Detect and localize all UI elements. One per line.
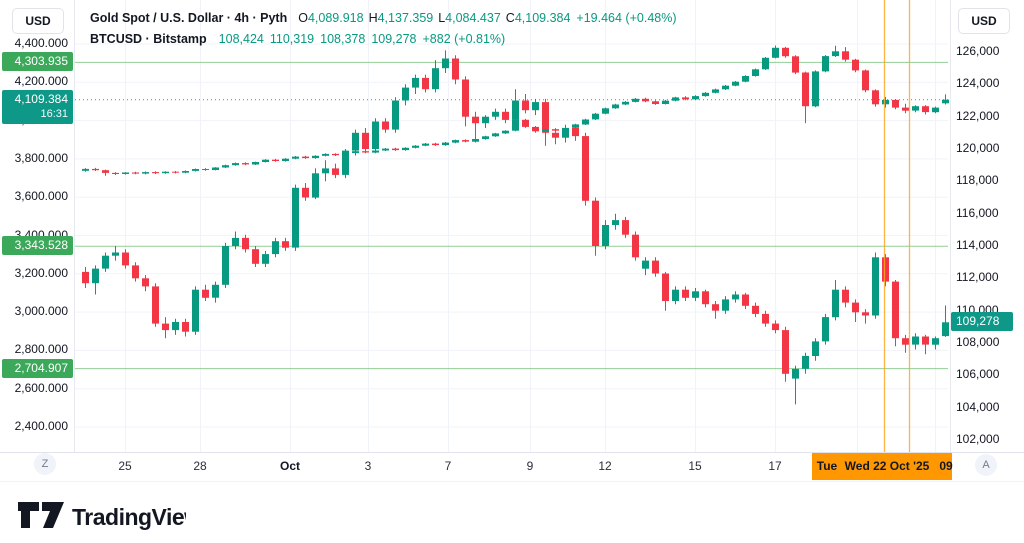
- left-axis-separator: [74, 0, 75, 452]
- level-price-label[interactable]: 3,343.528: [2, 236, 73, 256]
- right-axis-tick: 118,000: [956, 173, 999, 188]
- gold-change: +19.464 (+0.48%): [576, 11, 677, 25]
- time-axis-tick: 28: [193, 459, 207, 473]
- left-axis-tick: 2,600.000: [14, 380, 68, 395]
- right-axis-tick: 112,000: [956, 270, 999, 285]
- highlighted-time-label: Tue: [816, 459, 838, 473]
- left-axis-tick: 3,000.000: [14, 304, 68, 319]
- level-price-label[interactable]: 4,303.935: [2, 52, 73, 72]
- ohlc-value: 110,319: [269, 32, 315, 46]
- right-axis-tick: 122,000: [956, 108, 1000, 123]
- right-axis-currency-button[interactable]: USD: [958, 8, 1010, 34]
- time-axis-tick: 9: [526, 459, 534, 473]
- tradingview-logo[interactable]: TradingView: [18, 497, 186, 531]
- right-axis-separator: [950, 0, 951, 452]
- right-axis-tick: 106,000: [956, 367, 1000, 382]
- time-axis-tick: 17: [768, 459, 782, 473]
- right-axis-tick: 108,000: [956, 335, 1000, 349]
- left-axis-tick: 3,800.000: [14, 150, 68, 165]
- left-axis-tick: 4,400.000: [14, 36, 68, 50]
- legend-btc-row[interactable]: BTCUSD · Bitstamp 108,424 110,319 108,378 10…: [90, 29, 677, 50]
- ohlc-key: C: [505, 11, 515, 25]
- btc-ohlc-values: 108,424 110,319 108,378 109,278: [213, 32, 417, 46]
- last-price-label: 4,109.384 16:31: [2, 89, 73, 124]
- left-axis-tick: 3,200.000: [14, 265, 68, 280]
- time-axis-tick: 15: [688, 459, 702, 473]
- right-axis-tick: 116,000: [956, 205, 999, 220]
- legend: Gold Spot / U.S. Dollar · 4h · Pyth O4,08…: [90, 8, 677, 50]
- ohlc-key: L: [438, 11, 446, 25]
- ohlc-value: 108,378: [320, 32, 366, 46]
- last-price-label: 109,278: [951, 312, 1013, 332]
- left-axis-tick: 2,800.000: [14, 342, 68, 357]
- highlighted-time-label: 09: [939, 459, 953, 473]
- gold-symbol-title[interactable]: Gold Spot / U.S. Dollar · 4h · Pyth: [90, 11, 288, 25]
- left-axis-tick: 2,400.000: [14, 419, 68, 433]
- gold-ohlc-values: O4,089.918 H4,137.359 L4,084.437 C4,109.384: [293, 11, 570, 25]
- right-axis-tick: 120,000: [956, 141, 1000, 155]
- left-axis-tick: 3,600.000: [14, 189, 68, 204]
- time-axis-tick: 7: [444, 459, 452, 473]
- level-price-label[interactable]: 2,704.907: [2, 358, 73, 378]
- right-axis-tick: 114,000: [956, 238, 999, 252]
- tradingview-logo-text: TradingView: [72, 504, 186, 530]
- time-axis-tick: Oct: [279, 459, 301, 473]
- ohlc-value: 4,137.359: [377, 11, 434, 25]
- chart-canvas[interactable]: [0, 0, 1024, 452]
- legend-gold-row[interactable]: Gold Spot / U.S. Dollar · 4h · Pyth O4,08…: [90, 8, 677, 29]
- a-shortcut-badge[interactable]: A: [975, 454, 997, 476]
- right-axis-tick: 102,000: [956, 432, 1000, 446]
- time-axis-tick: 12: [598, 459, 612, 473]
- ohlc-value: 4,089.918: [307, 11, 364, 25]
- left-axis-currency-button[interactable]: USD: [12, 8, 64, 34]
- btc-symbol-title[interactable]: BTCUSD · Bitstamp: [90, 32, 207, 46]
- right-axis-tick: 126,000: [956, 44, 1000, 58]
- ohlc-value: 4,084.437: [445, 11, 501, 25]
- ohlc-value: 4,109.384: [514, 11, 571, 25]
- tradingview-logo-mark: [18, 502, 64, 528]
- right-axis-tick: 104,000: [956, 399, 1000, 414]
- last-price-time: 16:31: [40, 107, 68, 120]
- btc-change: +882 (+0.81%): [422, 32, 506, 46]
- z-shortcut-badge[interactable]: Z: [34, 453, 56, 475]
- ohlc-key: O: [298, 11, 308, 25]
- time-axis-separator: [0, 452, 1024, 453]
- highlighted-time-label: Wed 22 Oct '25: [844, 459, 930, 473]
- ohlc-key: H: [368, 11, 378, 25]
- time-axis-tick: 25: [118, 459, 132, 473]
- ohlc-value: 109,278: [371, 32, 417, 46]
- right-axis-tick: 124,000: [956, 76, 1000, 91]
- left-axis-tick: 4,200.000: [14, 74, 68, 89]
- session-highlight-band: [812, 453, 952, 480]
- bottom-separator: [0, 481, 1024, 482]
- ohlc-value: 108,424: [218, 32, 264, 46]
- time-axis-tick: 3: [364, 459, 372, 473]
